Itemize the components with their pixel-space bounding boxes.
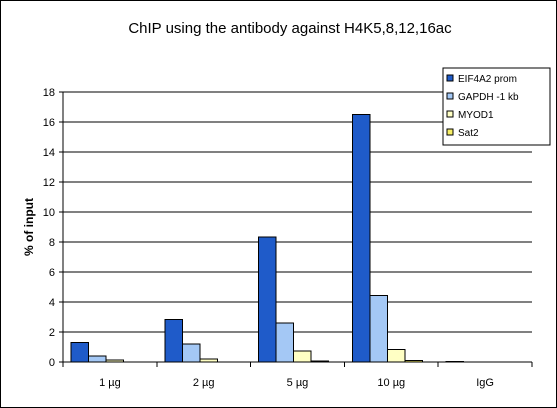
- bar: [386, 348, 406, 363]
- legend-box: [442, 67, 551, 146]
- y-tick-label: 8: [49, 237, 55, 249]
- y-tick-label: 18: [43, 87, 55, 99]
- legend-swatch: [446, 110, 454, 118]
- x-tick-label: 5 µg: [287, 377, 309, 389]
- x-tick-label: 10 µg: [377, 377, 405, 389]
- axes: [59, 91, 533, 367]
- bar: [258, 236, 277, 363]
- bar: [88, 355, 107, 363]
- y-tick-label: 12: [43, 177, 55, 189]
- legend-entry: MYOD1: [458, 110, 494, 121]
- legend-swatch: [446, 128, 454, 136]
- bar: [181, 343, 201, 363]
- bars: [70, 114, 465, 363]
- bar: [351, 114, 371, 363]
- legend-entry: GAPDH -1 kb: [458, 92, 519, 103]
- legend-entry: EIF4A2 prom: [458, 74, 517, 85]
- bar: [275, 322, 295, 363]
- y-tick-labels: 0 2 4 6 8 10 12 14 16 18: [43, 87, 55, 369]
- y-tick-label: 10: [43, 207, 55, 219]
- y-tick-label: 0: [49, 357, 55, 369]
- bar: [164, 318, 183, 363]
- x-tick-label: IgG: [476, 377, 494, 389]
- chart-title: ChIP using the antibody against H4K5,8,1…: [128, 20, 452, 37]
- y-tick-label: 2: [49, 327, 55, 339]
- y-axis-label: % of input: [22, 198, 36, 256]
- x-tick-labels: 1 µg 2 µg 5 µg 10 µg IgG: [99, 377, 494, 389]
- legend-swatch: [446, 74, 454, 82]
- bar: [369, 294, 388, 363]
- legend-entry: Sat2: [458, 128, 479, 139]
- y-tick-label: 16: [43, 117, 55, 129]
- bar: [293, 350, 312, 363]
- y-tick-label: 14: [43, 147, 55, 159]
- bar: [70, 342, 89, 363]
- legend-swatch: [446, 92, 454, 100]
- x-tick-label: 1 µg: [99, 377, 121, 389]
- legend: EIF4A2 prom GAPDH -1 kb MYOD1 Sat2: [442, 67, 551, 146]
- x-tick-label: 2 µg: [193, 377, 215, 389]
- y-tick-label: 4: [49, 297, 55, 309]
- y-tick-label: 6: [49, 267, 55, 279]
